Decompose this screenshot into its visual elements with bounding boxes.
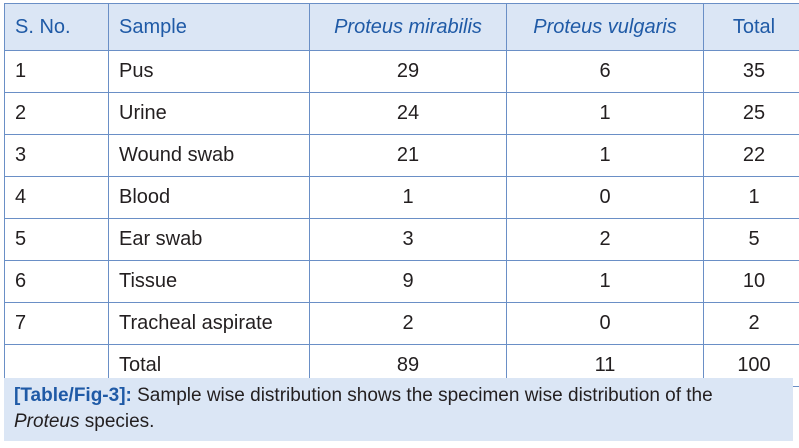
table-row: 6 Tissue 9 1 10 (5, 261, 799, 303)
caption-text-after: species. (79, 411, 154, 432)
caption-italic-word: Proteus (14, 411, 79, 432)
table-row: 5 Ear swab 3 2 5 (5, 219, 799, 261)
cell-proteus-vulgaris: 0 (507, 303, 704, 345)
header-sample: Sample (109, 4, 310, 51)
cell-sample: Wound swab (109, 135, 310, 177)
cell-proteus-mirabilis: 29 (310, 51, 507, 93)
cell-sample: Urine (109, 93, 310, 135)
cell-total: 10 (704, 261, 799, 303)
header-proteus-mirabilis: Proteus mirabilis (310, 4, 507, 51)
caption-text-before: Sample wise distribution shows the speci… (132, 385, 713, 406)
header-total: Total (704, 4, 799, 51)
table-row: 4 Blood 1 0 1 (5, 177, 799, 219)
cell-proteus-mirabilis: 1 (310, 177, 507, 219)
cell-sample: Blood (109, 177, 310, 219)
cell-total: 2 (704, 303, 799, 345)
cell-sno: 3 (5, 135, 109, 177)
cell-total: 25 (704, 93, 799, 135)
cell-proteus-mirabilis: 2 (310, 303, 507, 345)
distribution-table: S. No. Sample Proteus mirabilis Proteus … (4, 3, 799, 387)
header-sno: S. No. (5, 4, 109, 51)
table-row: 2 Urine 24 1 25 (5, 93, 799, 135)
cell-total: 35 (704, 51, 799, 93)
cell-sample: Tracheal aspirate (109, 303, 310, 345)
cell-total: 22 (704, 135, 799, 177)
cell-proteus-mirabilis: 21 (310, 135, 507, 177)
cell-sno: 4 (5, 177, 109, 219)
header-proteus-vulgaris: Proteus vulgaris (507, 4, 704, 51)
cell-total: 5 (704, 219, 799, 261)
cell-sample: Tissue (109, 261, 310, 303)
cell-proteus-mirabilis: 3 (310, 219, 507, 261)
cell-proteus-vulgaris: 0 (507, 177, 704, 219)
cell-proteus-mirabilis: 24 (310, 93, 507, 135)
table-caption: [Table/Fig-3]: Sample wise distribution … (4, 378, 793, 441)
table-row: 1 Pus 29 6 35 (5, 51, 799, 93)
cell-proteus-vulgaris: 6 (507, 51, 704, 93)
cell-total: 1 (704, 177, 799, 219)
cell-sno: 2 (5, 93, 109, 135)
cell-sno: 5 (5, 219, 109, 261)
cell-proteus-vulgaris: 1 (507, 261, 704, 303)
cell-proteus-mirabilis: 9 (310, 261, 507, 303)
cell-proteus-vulgaris: 1 (507, 135, 704, 177)
cell-sno: 1 (5, 51, 109, 93)
table-row: 7 Tracheal aspirate 2 0 2 (5, 303, 799, 345)
table-header-row: S. No. Sample Proteus mirabilis Proteus … (5, 4, 799, 51)
cell-proteus-vulgaris: 2 (507, 219, 704, 261)
cell-sno: 7 (5, 303, 109, 345)
caption-label: [Table/Fig-3]: (14, 385, 132, 406)
cell-sno: 6 (5, 261, 109, 303)
cell-proteus-vulgaris: 1 (507, 93, 704, 135)
cell-sample: Ear swab (109, 219, 310, 261)
table-row: 3 Wound swab 21 1 22 (5, 135, 799, 177)
cell-sample: Pus (109, 51, 310, 93)
